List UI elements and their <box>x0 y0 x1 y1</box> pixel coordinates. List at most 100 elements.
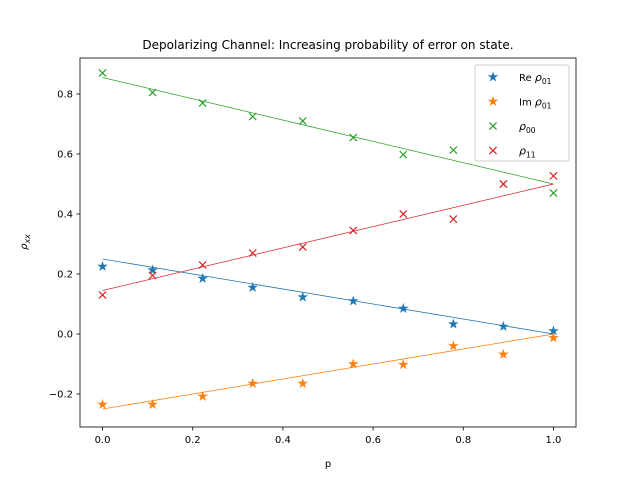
x-tick-label-3: 0.6 <box>365 435 381 446</box>
fit-line-series-0 <box>102 258 554 335</box>
data-point-s2-5 <box>349 133 358 142</box>
x-tick-label-2: 0.4 <box>275 435 291 446</box>
data-point-s3-4-stroke-b <box>298 242 307 252</box>
data-markers <box>97 68 559 410</box>
x-tick-label-0: 0.0 <box>95 435 111 446</box>
fit-lines <box>102 77 554 410</box>
data-point-s2-7-stroke-b <box>449 146 458 155</box>
fit-line-series-1 <box>102 333 554 410</box>
y-tick-label-2: 0.2 <box>57 270 73 281</box>
data-point-s0-1 <box>147 264 158 275</box>
data-point-s2-5-stroke-b <box>349 133 358 142</box>
data-point-s2-1-stroke-b <box>148 88 157 97</box>
data-point-s1-0 <box>97 398 108 410</box>
legend-label-greek-3: ρ <box>519 145 526 158</box>
data-point-s0-0 <box>97 260 108 272</box>
data-point-s3-8-stroke-b <box>499 179 508 189</box>
legend-marker-1 <box>487 95 499 107</box>
data-point-s0-6 <box>398 302 409 314</box>
data-point-s3-5-stroke-b <box>349 226 358 235</box>
data-point-s0-8 <box>498 320 509 332</box>
data-point-s2-9-stroke-b <box>549 188 558 198</box>
data-point-s1-2 <box>197 390 208 401</box>
legend-label-sub-0: 01 <box>542 77 552 86</box>
data-point-s1-7 <box>448 340 459 351</box>
y-tick-label-1: 0.0 <box>57 330 73 341</box>
y-tick-label-0: −0.2 <box>49 390 73 401</box>
data-point-s3-0-stroke-b <box>98 290 107 300</box>
legend-label-sub-2: 00 <box>526 126 536 135</box>
data-point-s2-2 <box>198 98 207 108</box>
y-tick-label-5: 0.8 <box>57 90 73 101</box>
data-point-s3-6 <box>399 209 408 219</box>
data-point-s3-8 <box>499 179 508 189</box>
data-point-s3-7 <box>449 215 458 224</box>
y-tick-label-4: 0.6 <box>57 150 73 161</box>
fit-line-series-3 <box>102 183 554 291</box>
y-axis-label-sub: xx <box>23 234 32 245</box>
y-axis-label: ρxx <box>19 234 32 250</box>
data-point-s3-0 <box>98 290 107 300</box>
legend-marker-3-stroke-b <box>488 146 498 155</box>
legend-label-greek-2: ρ <box>519 120 526 133</box>
data-point-s1-8 <box>498 348 509 359</box>
legend-marker-2 <box>488 121 498 131</box>
data-point-s0-3 <box>247 281 258 293</box>
data-point-s2-7 <box>449 146 458 155</box>
y-axis-label-main: ρ <box>19 243 30 250</box>
x-axis-label: p <box>325 459 331 470</box>
data-point-s0-2 <box>197 272 208 284</box>
legend-label-3: ρ11 <box>519 145 536 160</box>
data-point-s2-6 <box>399 150 408 159</box>
legend-label-greek-1: ρ <box>535 96 542 109</box>
data-point-s1-6 <box>398 359 409 370</box>
x-axis-ticks: 0.0 0.2 0.4 0.6 0.8 1.0 <box>95 427 562 446</box>
legend-label-sub-3: 11 <box>526 151 536 160</box>
data-point-s3-1-stroke-b <box>148 271 157 280</box>
data-point-s3-3 <box>248 248 257 258</box>
data-point-s2-6-stroke-b <box>399 150 408 159</box>
data-point-s3-6-stroke-b <box>399 209 408 219</box>
data-point-s1-5 <box>347 358 359 369</box>
legend-marker-0 <box>487 71 499 82</box>
data-point-s2-1 <box>148 88 157 97</box>
y-axis-ticks: −0.2 0.0 0.2 0.4 0.6 0.8 <box>49 90 80 401</box>
data-point-s0-5 <box>347 295 359 306</box>
data-point-s3-3-stroke-b <box>248 248 257 258</box>
data-point-s2-2-stroke-b <box>198 98 207 108</box>
data-point-s3-2-stroke-b <box>198 260 207 270</box>
data-point-s3-2 <box>198 260 207 270</box>
data-point-s1-1 <box>147 398 158 410</box>
data-point-s1-4 <box>297 377 309 389</box>
legend-label-main-1: Im <box>519 98 535 109</box>
data-point-s1-3 <box>247 377 258 389</box>
legend-label-1: Im ρ01 <box>519 96 552 111</box>
legend-label-0: Re ρ01 <box>519 71 552 86</box>
data-point-s3-4 <box>298 242 307 252</box>
legend-label-main-0: Re <box>519 73 535 84</box>
legend-box <box>474 64 570 162</box>
legend-marker-2-stroke-b <box>488 121 498 131</box>
data-point-s2-9 <box>549 188 558 198</box>
data-point-s3-9-stroke-b <box>549 171 558 180</box>
chart-title: Depolarizing Channel: Increasing probabi… <box>142 38 513 52</box>
data-point-s2-3 <box>248 112 257 121</box>
data-point-s3-1 <box>148 271 157 280</box>
data-point-s3-9 <box>549 171 558 180</box>
x-tick-label-5: 1.0 <box>546 435 562 446</box>
data-point-s2-3-stroke-b <box>248 112 257 121</box>
data-point-s2-4 <box>298 116 307 126</box>
series-1-markers <box>97 332 559 410</box>
legend-marker-3 <box>488 146 498 155</box>
x-tick-label-1: 0.2 <box>185 435 201 446</box>
series-3-markers <box>98 171 558 300</box>
data-point-s3-5 <box>349 226 358 235</box>
data-point-s0-7 <box>448 318 459 329</box>
data-point-s1-9 <box>548 332 559 343</box>
data-point-s3-7-stroke-b <box>449 215 458 224</box>
series-0-markers <box>97 260 559 336</box>
data-point-s2-0 <box>98 68 107 78</box>
